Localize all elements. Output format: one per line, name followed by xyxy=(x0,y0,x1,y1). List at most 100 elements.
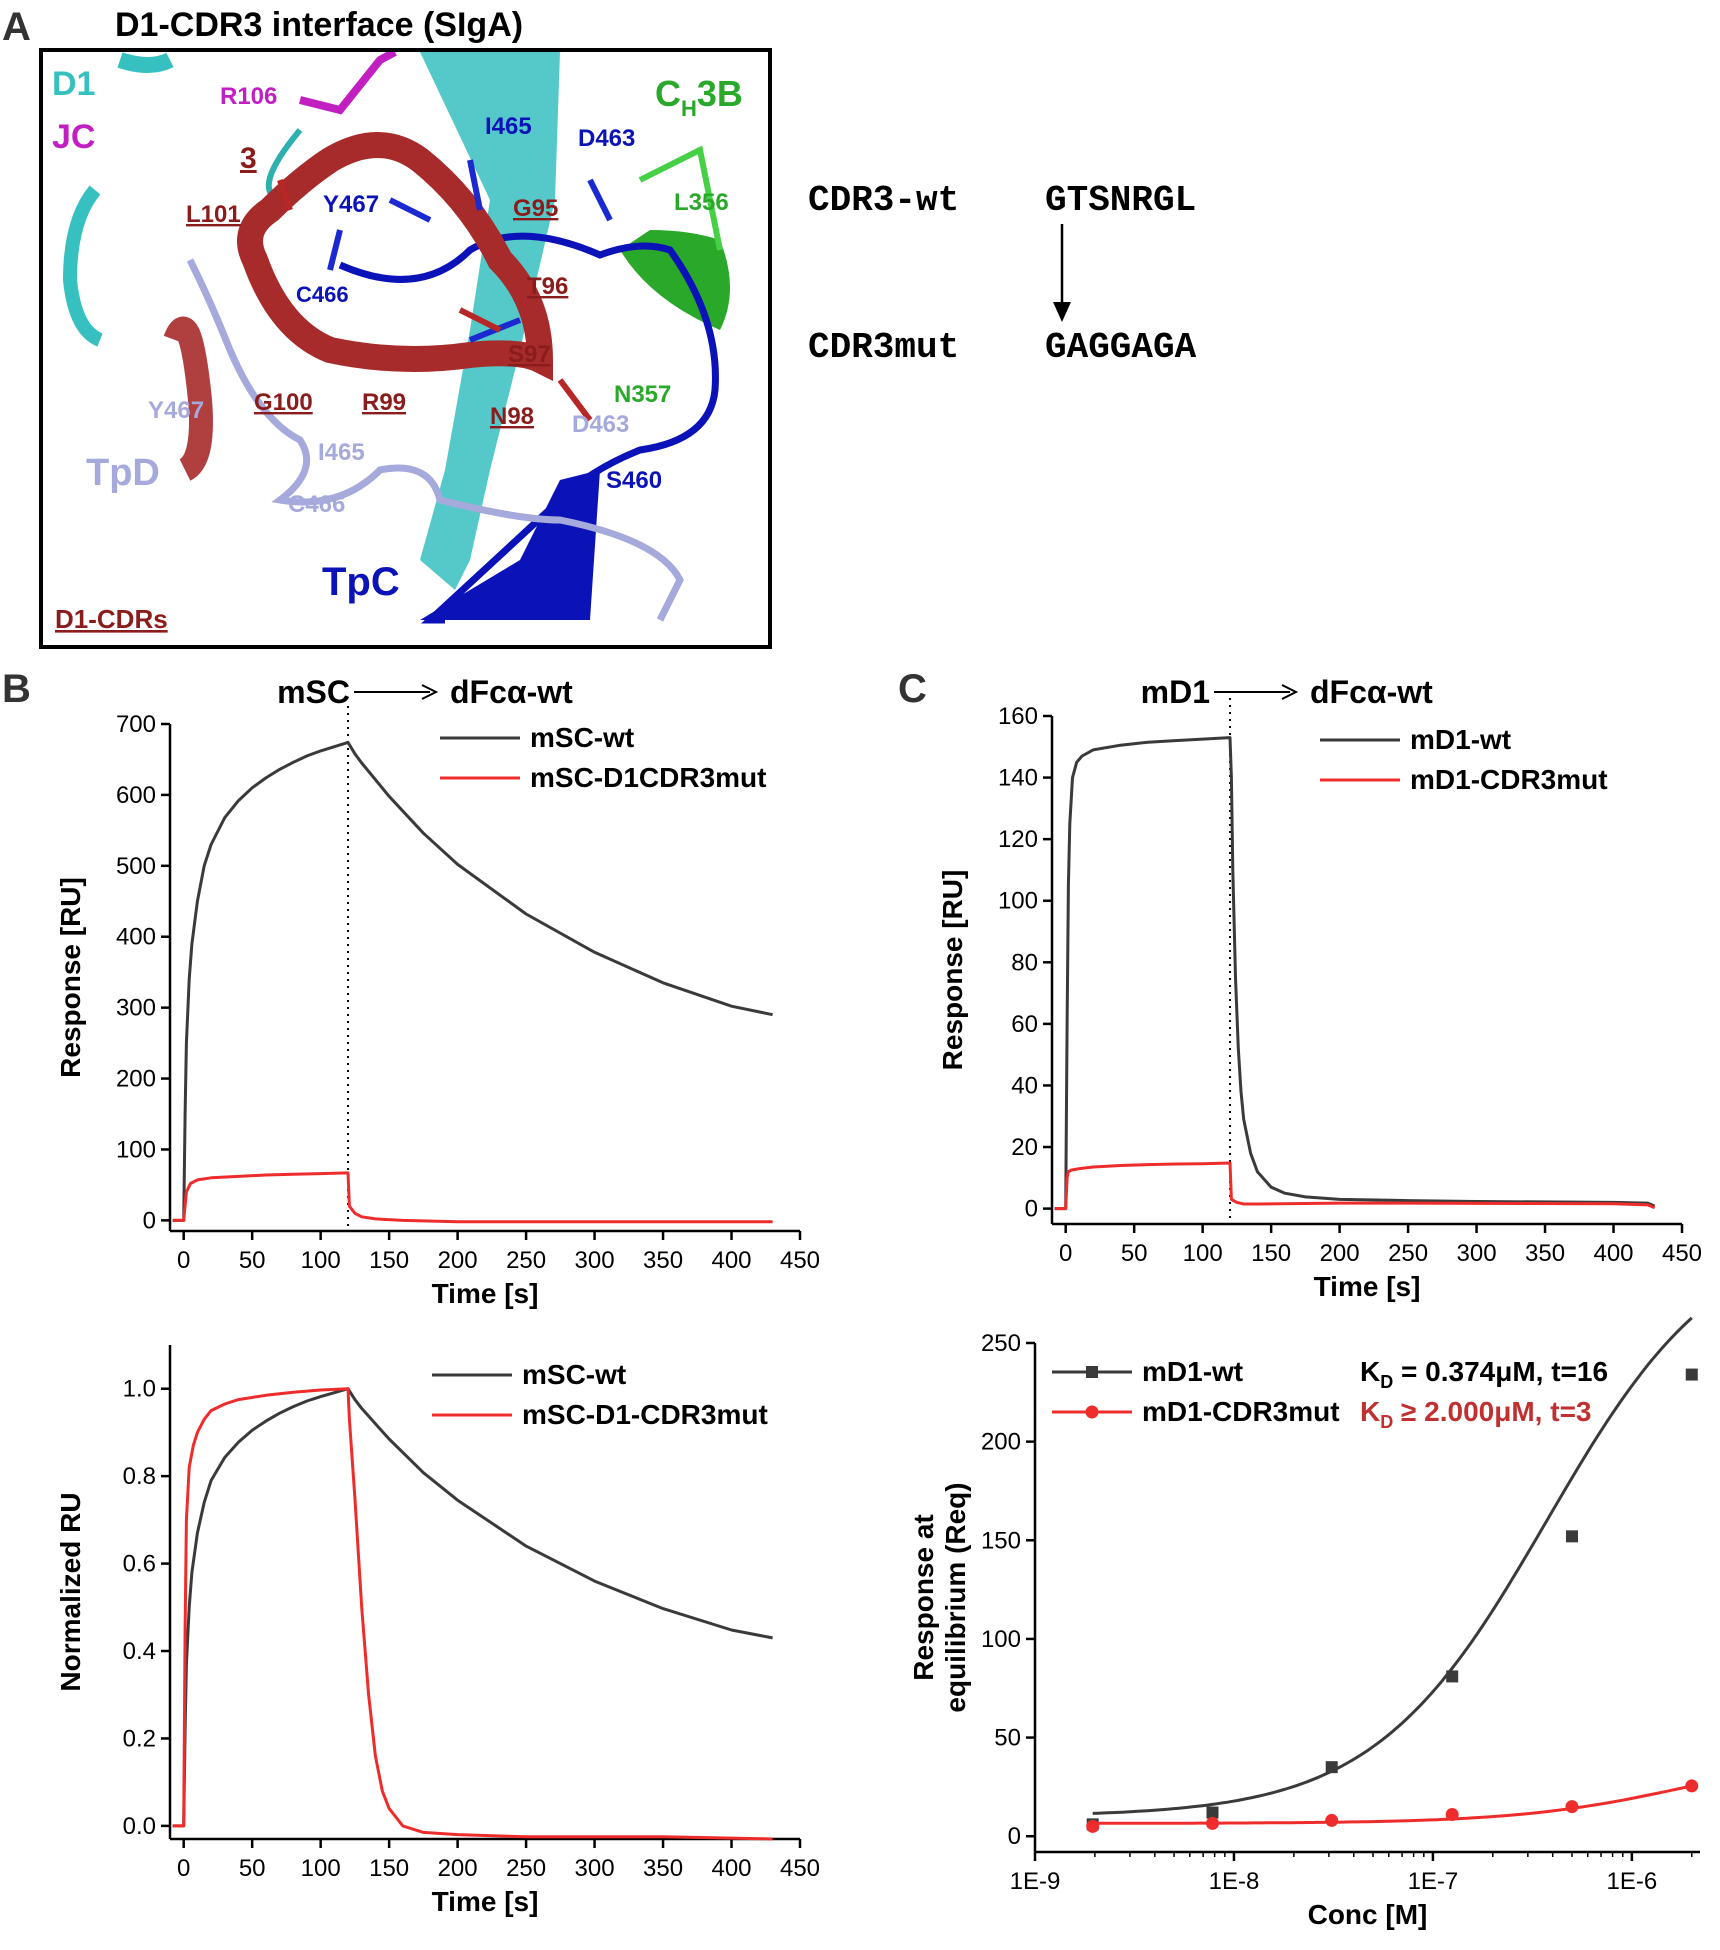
y-tick-label: 40 xyxy=(1011,1072,1038,1099)
y-axis-label: Response [RU] xyxy=(937,870,968,1071)
x-tick-label: 450 xyxy=(1662,1240,1702,1267)
y-tick-label: 20 xyxy=(1011,1134,1038,1161)
y-tick-label: 60 xyxy=(1011,1011,1038,1038)
y-tick-label: 150 xyxy=(981,1527,1021,1554)
label-y467-top: Y467 xyxy=(323,191,379,218)
x-tick-label: 400 xyxy=(1593,1240,1633,1267)
y-tick-label: 700 xyxy=(116,711,156,738)
x-tick-label: 150 xyxy=(369,1855,409,1882)
x-tick-label: 0 xyxy=(1059,1240,1072,1267)
data-point xyxy=(1446,1670,1459,1683)
label-d463-low: D463 xyxy=(572,411,629,438)
x-tick-label: 400 xyxy=(711,1855,751,1882)
x-axis-label: Time [s] xyxy=(432,1886,539,1917)
protein-structure-rendering xyxy=(62,52,730,624)
cdr3-wt-sequence: GTSNRGL xyxy=(1045,180,1196,221)
data-point xyxy=(1685,1368,1698,1381)
chart-title-source: mSC xyxy=(277,674,350,710)
y-tick-label: 200 xyxy=(981,1429,1021,1456)
legend-entry: mSC-wt xyxy=(432,1359,626,1390)
label-d1-cdrs: D1-CDRs xyxy=(55,604,168,634)
chart-b2: 0 50 100 150 200 250 300 350 400 450 0.0 0.2 0.4 0.6 0… xyxy=(55,1345,820,1917)
legend-entry: mD1-CDR3mut xyxy=(1320,764,1608,795)
data-point xyxy=(1325,1761,1338,1774)
label-l101: L101 xyxy=(186,201,241,228)
x-tick-label: 300 xyxy=(1457,1240,1497,1267)
d1-strand-top xyxy=(117,52,174,73)
chart-b1: 0 50 100 150 200 250 300 350 400 450 0 100 200 300 400… xyxy=(2,667,820,1309)
cdr3-wt-label: CDR3-wt xyxy=(808,180,959,221)
label-jc: JC xyxy=(52,118,95,156)
kd-annotation: KD = 0.374μM, t=16 xyxy=(1360,1356,1608,1392)
x-tick-label: 1E-9 xyxy=(1010,1868,1061,1895)
y-tick-label: 100 xyxy=(116,1136,156,1163)
y-tick-label: 0.8 xyxy=(123,1463,156,1490)
x-tick-label: 50 xyxy=(1121,1240,1148,1267)
y-tick-label: 160 xyxy=(998,703,1038,730)
x-tick-label: 150 xyxy=(1251,1240,1291,1267)
series-0 xyxy=(172,740,773,1222)
y-tick-label: 300 xyxy=(116,995,156,1022)
y-tick-label: 500 xyxy=(116,853,156,880)
d1-beta-sheet xyxy=(420,52,560,590)
fit-curve xyxy=(1092,1316,1693,1815)
y-tick-label: 0.4 xyxy=(123,1638,156,1665)
tpd-strand xyxy=(186,258,684,622)
legend-label: mD1-wt xyxy=(1142,1356,1243,1387)
x-tick-label: 450 xyxy=(780,1247,820,1274)
x-tick-label: 150 xyxy=(369,1247,409,1274)
x-tick-label: 1E-8 xyxy=(1209,1868,1260,1895)
structure-labels: D1 JC R106 3 I465 D463 CH3B L356 L101 Y4… xyxy=(52,65,743,634)
x-tick-label: 450 xyxy=(780,1855,820,1882)
legend-entry: mSC-D1-CDR3mut xyxy=(432,1399,768,1430)
series-line xyxy=(172,1387,773,1828)
label-d463-top: D463 xyxy=(578,125,635,152)
legend-label: mSC-D1-CDR3mut xyxy=(522,1399,768,1430)
x-tick-label: 100 xyxy=(301,1855,341,1882)
label-c466-top: C466 xyxy=(296,282,349,307)
x-tick-label: 300 xyxy=(575,1247,615,1274)
data-point xyxy=(1565,1800,1579,1814)
legend-entry: mD1-CDR3mut xyxy=(1052,1396,1340,1427)
series-1 xyxy=(1054,1161,1656,1211)
x-tick-label: 200 xyxy=(438,1855,478,1882)
x-tick-label: 350 xyxy=(1525,1240,1565,1267)
mutation-arrowhead xyxy=(1053,302,1071,322)
cdr-left-lobe xyxy=(163,316,213,481)
label-r99: R99 xyxy=(362,389,406,416)
x-tick-label: 350 xyxy=(643,1855,683,1882)
legend-label: mSC-D1CDR3mut xyxy=(530,762,766,793)
legend-entry: mD1-wt xyxy=(1320,724,1511,755)
legend-marker xyxy=(1086,1366,1098,1378)
x-tick-label: 200 xyxy=(1320,1240,1360,1267)
label-s460: S460 xyxy=(606,467,662,494)
y-tick-label: 50 xyxy=(994,1725,1021,1752)
series-0 xyxy=(1054,736,1656,1211)
legend-label: mD1-CDR3mut xyxy=(1410,764,1608,795)
y-tick-label: 0.0 xyxy=(123,1813,156,1840)
kd-annotation: KD ≥ 2.000μM, t=3 xyxy=(1360,1396,1592,1432)
x-tick-label: 50 xyxy=(239,1247,266,1274)
series-line xyxy=(172,1171,773,1224)
series-0 xyxy=(1086,1316,1698,1831)
x-tick-label: 1E-7 xyxy=(1408,1868,1459,1895)
label-d1: D1 xyxy=(52,65,95,103)
x-tick-label: 250 xyxy=(506,1247,546,1274)
tpc-strand xyxy=(338,232,719,624)
label-cdr-3: 3 xyxy=(240,142,257,175)
legend-label: mSC-wt xyxy=(530,722,634,753)
y-tick-label: 100 xyxy=(998,888,1038,915)
y-tick-label: 250 xyxy=(981,1330,1021,1357)
charts: 0 50 100 150 200 250 300 350 400 4500100200300400… xyxy=(2,667,1702,1930)
label-l356: L356 xyxy=(674,189,729,216)
x-tick-label: 50 xyxy=(239,1855,266,1882)
data-point xyxy=(1086,1819,1100,1833)
series-line xyxy=(1054,736,1656,1211)
x-tick-label: 250 xyxy=(1388,1240,1428,1267)
label-i465-low: I465 xyxy=(318,439,365,466)
side-chains-blue xyxy=(327,159,613,343)
x-tick-label: 1E-6 xyxy=(1607,1868,1658,1895)
data-point xyxy=(1206,1806,1219,1819)
legend-label: mD1-wt xyxy=(1410,724,1511,755)
